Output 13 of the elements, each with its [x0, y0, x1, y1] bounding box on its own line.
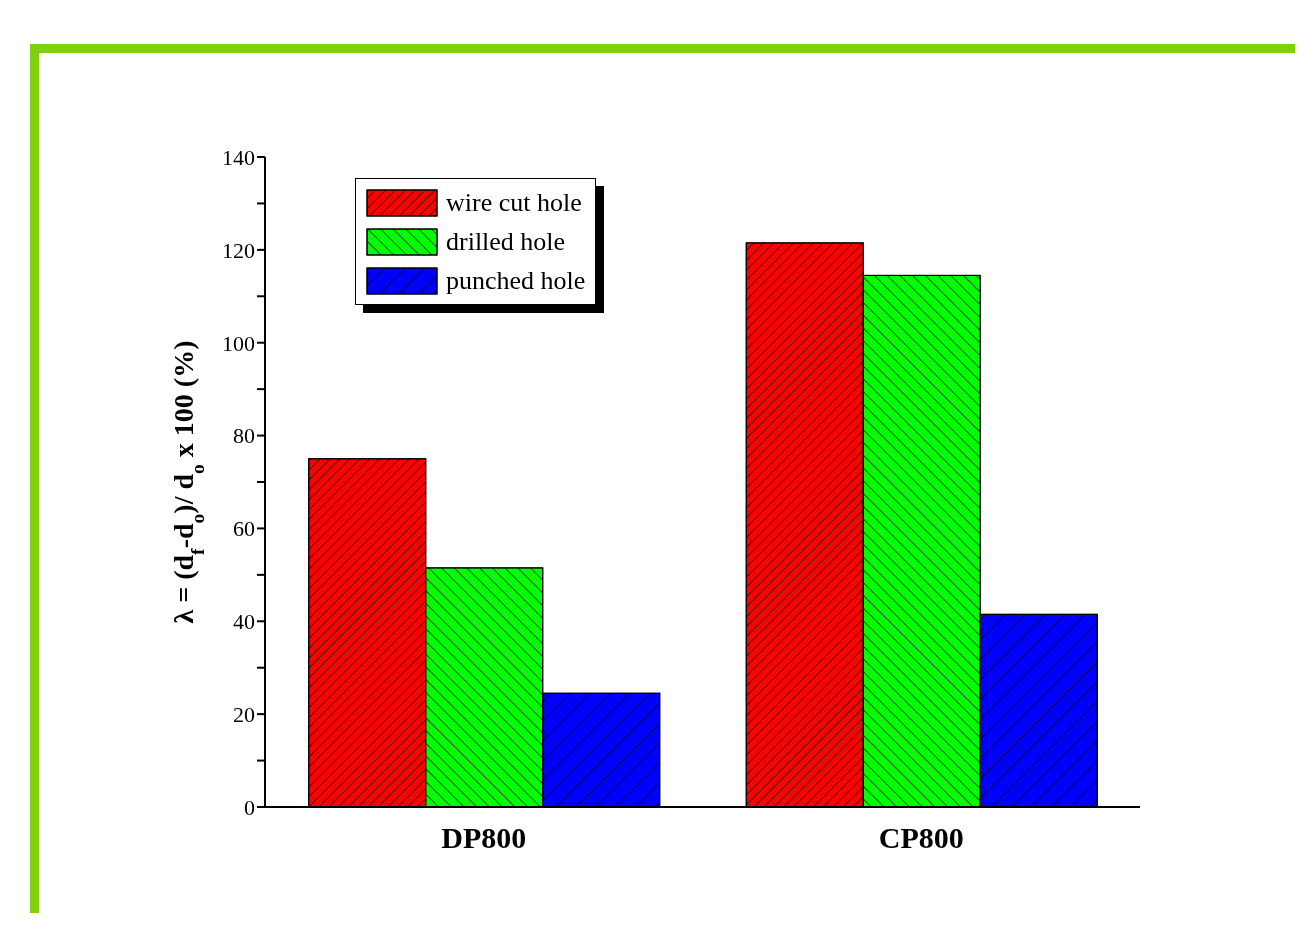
legend-label: drilled hole [446, 226, 566, 257]
y-tick-label: 60 [233, 516, 255, 542]
y-tick-label: 80 [233, 423, 255, 449]
y-tick-label: 140 [222, 144, 255, 170]
x-tick-label: CP800 [878, 821, 964, 855]
x-tick-label: DP800 [441, 821, 527, 855]
legend-label: punched hole [446, 265, 586, 296]
y-tick-label: 100 [222, 330, 255, 356]
y-tick-label: 0 [244, 794, 255, 820]
legend-label: wire cut hole [446, 187, 582, 218]
y-tick-label: 40 [233, 609, 255, 635]
y-tick-label: 120 [222, 237, 255, 263]
y-tick-label: 20 [233, 701, 255, 727]
